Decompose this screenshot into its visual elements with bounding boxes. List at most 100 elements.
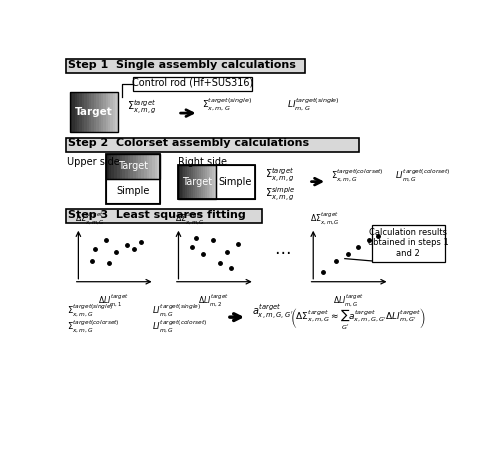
Bar	[149, 154, 152, 179]
Bar	[84, 92, 86, 132]
Text: $\Sigma^{target(single)}_{x,m,G}$: $\Sigma^{target(single)}_{x,m,G}$	[67, 303, 114, 319]
Text: $\Sigma^{target}_{x,m,g}$: $\Sigma^{target}_{x,m,g}$	[127, 99, 157, 117]
Bar	[214, 164, 216, 200]
Bar	[193, 164, 195, 200]
Bar	[206, 164, 208, 200]
Bar	[182, 164, 184, 200]
Bar	[106, 154, 160, 204]
Bar	[372, 225, 445, 262]
Bar	[120, 154, 122, 179]
Text: Target: Target	[75, 107, 112, 118]
Bar	[202, 164, 204, 200]
Text: Simple: Simple	[116, 186, 150, 196]
Bar	[146, 154, 149, 179]
Text: Step 2  Colorset assembly calculations: Step 2 Colorset assembly calculations	[68, 138, 310, 148]
Text: $\Sigma^{target}_{x,m,g}$: $\Sigma^{target}_{x,m,g}$	[266, 167, 296, 184]
Text: $\Delta LI^{target}_{m,2}$: $\Delta LI^{target}_{m,2}$	[198, 292, 230, 309]
Text: $\Sigma^{simple}_{x,m,g}$: $\Sigma^{simple}_{x,m,g}$	[266, 185, 296, 203]
Bar	[125, 154, 128, 179]
Bar	[106, 154, 109, 179]
Text: Target: Target	[118, 161, 148, 171]
Text: Right side: Right side	[178, 157, 226, 167]
Text: Step 3  Least squares fitting: Step 3 Least squares fitting	[68, 210, 246, 220]
Bar	[128, 154, 130, 179]
Bar	[154, 154, 158, 179]
Bar	[133, 77, 252, 91]
Bar	[144, 154, 146, 179]
Bar	[216, 164, 254, 200]
Bar	[178, 164, 254, 200]
Text: $a^{target}_{x,m,G,G^{\prime}}$: $a^{target}_{x,m,G,G^{\prime}}$	[252, 303, 294, 322]
Bar	[101, 92, 103, 132]
Bar	[186, 164, 188, 200]
Bar	[92, 92, 94, 132]
Text: $\left(\Delta\Sigma^{target}_{x,m,G} \approx \sum_{G^{\prime}} a^{target}_{x,m,G: $\left(\Delta\Sigma^{target}_{x,m,G} \ap…	[290, 306, 426, 330]
Bar	[70, 92, 72, 132]
Bar	[86, 92, 89, 132]
Bar	[66, 138, 358, 152]
Bar	[80, 92, 82, 132]
Bar	[108, 92, 110, 132]
Bar	[190, 164, 191, 200]
Bar	[116, 92, 117, 132]
Bar	[72, 92, 74, 132]
Bar	[122, 154, 125, 179]
Bar	[98, 92, 101, 132]
Bar	[199, 164, 201, 200]
Bar	[178, 164, 180, 200]
Bar	[106, 154, 160, 179]
Bar	[82, 92, 84, 132]
Bar	[66, 210, 262, 223]
Bar	[212, 164, 214, 200]
Bar	[208, 164, 210, 200]
Bar	[197, 164, 199, 200]
Text: $\cdots$: $\cdots$	[274, 242, 290, 260]
Text: $\Delta\Sigma^{target}_{x,m,G}$: $\Delta\Sigma^{target}_{x,m,G}$	[76, 210, 105, 226]
Bar	[77, 92, 80, 132]
Text: $\Delta\Sigma^{target}_{x,m,G}$: $\Delta\Sigma^{target}_{x,m,G}$	[176, 210, 205, 226]
Bar	[130, 154, 133, 179]
Bar	[138, 154, 141, 179]
Text: Upper side: Upper side	[67, 157, 120, 167]
Bar	[106, 179, 160, 203]
Bar	[204, 164, 206, 200]
Bar	[195, 164, 197, 200]
Text: $LI^{target(single)}_{m,G}$: $LI^{target(single)}_{m,G}$	[287, 97, 340, 113]
Bar	[110, 92, 113, 132]
Bar	[152, 154, 154, 179]
Bar	[112, 154, 114, 179]
Bar	[96, 92, 98, 132]
Text: $LI^{target(single)}_{m,G}$: $LI^{target(single)}_{m,G}$	[152, 303, 202, 319]
Text: $LI^{target(colorset)}_{m,G}$: $LI^{target(colorset)}_{m,G}$	[395, 168, 450, 184]
Bar	[104, 92, 106, 132]
Text: $LI^{target(colorset)}_{m,G}$: $LI^{target(colorset)}_{m,G}$	[152, 319, 208, 335]
Bar	[188, 164, 190, 200]
Text: $\Delta\Sigma^{target}_{x,m,G}$: $\Delta\Sigma^{target}_{x,m,G}$	[310, 210, 340, 226]
Text: Calculation results
obtained in steps 1
and 2: Calculation results obtained in steps 1 …	[368, 228, 448, 258]
Bar	[66, 59, 305, 73]
Bar	[70, 92, 117, 132]
Bar	[180, 164, 182, 200]
Bar	[89, 92, 92, 132]
Bar	[94, 92, 96, 132]
Bar	[210, 164, 212, 200]
Bar	[184, 164, 186, 200]
Text: Step 1  Single assembly calculations: Step 1 Single assembly calculations	[68, 60, 296, 70]
Text: Control rod (Hf+SUS316): Control rod (Hf+SUS316)	[132, 78, 254, 88]
Text: $\Delta LI^{target}_{m,1}$: $\Delta LI^{target}_{m,1}$	[98, 292, 130, 309]
Bar	[74, 92, 77, 132]
Bar	[133, 154, 136, 179]
Text: $\Delta LI^{target}_{m,G}$: $\Delta LI^{target}_{m,G}$	[333, 292, 364, 309]
Text: $\Sigma^{target(colorset)}_{x,m,G}$: $\Sigma^{target(colorset)}_{x,m,G}$	[331, 168, 384, 184]
Bar	[191, 164, 193, 200]
Text: Target: Target	[182, 177, 212, 187]
Text: $\Sigma^{target(single)}_{x,m,G}$: $\Sigma^{target(single)}_{x,m,G}$	[202, 97, 252, 113]
Bar	[178, 164, 216, 200]
Bar	[113, 92, 116, 132]
Bar	[201, 164, 202, 200]
Bar	[114, 154, 117, 179]
Text: $\Sigma^{target(colorset)}_{x,m,G}$: $\Sigma^{target(colorset)}_{x,m,G}$	[67, 319, 120, 335]
Bar	[106, 92, 108, 132]
Bar	[141, 154, 144, 179]
Bar	[109, 154, 112, 179]
